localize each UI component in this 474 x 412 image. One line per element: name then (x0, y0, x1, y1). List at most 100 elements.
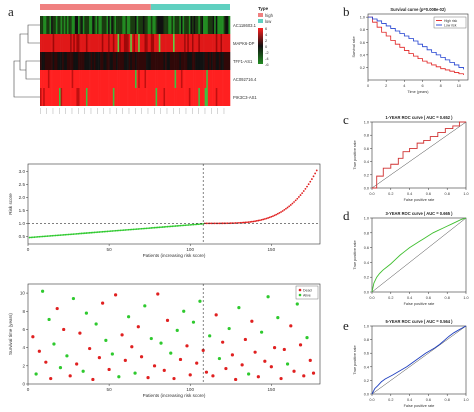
heatmap-cell (71, 88, 74, 106)
risk-point (56, 234, 59, 237)
heatmap-cell (211, 70, 213, 88)
risk-point (74, 233, 76, 235)
heatmap-cell (70, 16, 72, 34)
panel-label-a: a (8, 4, 14, 19)
heatmap-cell (198, 16, 201, 34)
risk-point (166, 225, 169, 228)
risk-point (283, 209, 286, 211)
heatmap-cell (225, 70, 228, 88)
heatmap-cell (120, 52, 123, 70)
risk-point (179, 224, 182, 227)
heatmap-cell (149, 88, 152, 106)
heatmap-cell (196, 70, 199, 88)
alive-point (247, 372, 251, 376)
heatmap-cell (122, 52, 125, 70)
heatmap-cell (70, 34, 72, 52)
risk-point (121, 229, 123, 232)
heatmap-cell (74, 88, 77, 106)
risk-point (199, 223, 201, 226)
heatmap-cell (135, 52, 137, 70)
x-tick-label: 0.4 (407, 192, 412, 196)
y-axis-label: True positive rate (353, 345, 357, 374)
heatmap-cell (165, 70, 167, 88)
column-label (192, 108, 193, 114)
heatmap-cell (188, 16, 191, 34)
risk-point (132, 228, 135, 231)
dead-point (130, 345, 134, 349)
heatmap-cell (98, 16, 101, 34)
heatmap-cell (98, 70, 101, 88)
heatmap-cell (203, 52, 205, 70)
column-label (128, 108, 130, 114)
risk-point (43, 235, 46, 238)
heatmap-cell (138, 16, 141, 34)
dead-point (78, 331, 82, 335)
risk-point (130, 228, 133, 231)
heatmap-cell (49, 88, 52, 106)
heatmap-cell (81, 52, 84, 70)
risk-point (202, 222, 205, 225)
risk-point (226, 222, 229, 225)
heatmap-cell (214, 34, 217, 52)
risk-point (293, 201, 295, 203)
y-tick-label: 0.0 (364, 393, 369, 397)
risk-point (124, 229, 127, 231)
dead-point (88, 346, 92, 351)
column-label (211, 108, 212, 114)
heatmap-cell (109, 88, 112, 106)
y-axis-label: True positive rate (353, 140, 357, 169)
heatmap-cell (206, 16, 209, 34)
heatmap-cell (65, 88, 68, 106)
heatmap-cell (215, 88, 218, 106)
heatmap-cell (54, 88, 57, 106)
heatmap-cell (73, 52, 76, 70)
heatmap-cell (217, 70, 220, 88)
x-tick-label: 0 (367, 84, 369, 88)
heatmap-cell (207, 34, 210, 52)
risk-point (119, 229, 122, 232)
x-tick-label: 0.0 (369, 398, 374, 402)
heatmap-cell (204, 88, 207, 106)
heatmap-cell (106, 88, 109, 106)
heatmap-cell (117, 70, 120, 88)
heatmap-cell (85, 16, 88, 34)
heatmap-cell (54, 16, 57, 34)
risk-point (265, 217, 268, 220)
heatmap-cell (90, 34, 93, 52)
heatmap-cell (169, 34, 172, 52)
legend-label: Alive (303, 294, 311, 298)
heatmap-cell (201, 88, 204, 106)
column-label (179, 108, 180, 114)
heatmap-cell (223, 70, 226, 88)
heatmap-cell (169, 16, 172, 34)
heatmap-cell (188, 52, 191, 70)
heatmap-cell (130, 88, 133, 106)
heatmap-cell (87, 88, 90, 106)
y-tick-label: 0 (22, 382, 25, 387)
type-bar-low (150, 4, 230, 10)
heatmap-cell (128, 88, 131, 106)
heatmap-cell (70, 88, 72, 106)
heatmap-cell (161, 88, 164, 106)
column-label (185, 108, 187, 114)
x-tick-label: 1.0 (463, 296, 468, 300)
heatmap-cell (74, 52, 77, 70)
heatmap-cell (136, 16, 139, 34)
plot-frame (371, 325, 467, 395)
heatmap-cell (44, 52, 47, 70)
x-tick-label: 0.4 (407, 398, 412, 402)
heatmap-cell (128, 16, 131, 34)
heatmap-cell (142, 16, 145, 34)
heatmap-cell (190, 34, 193, 52)
y-tick-label: 1.0 (364, 121, 369, 125)
heatmap-cell (182, 52, 185, 70)
heatmap-cell (174, 34, 177, 52)
heatmap-cell (93, 34, 96, 52)
risk-point (88, 231, 91, 234)
heatmap-cell (161, 52, 164, 70)
risk-point (61, 234, 63, 236)
heatmap-cell (184, 16, 186, 34)
heatmap-cell (155, 34, 158, 52)
alive-point (217, 356, 222, 361)
column-label (78, 108, 79, 114)
